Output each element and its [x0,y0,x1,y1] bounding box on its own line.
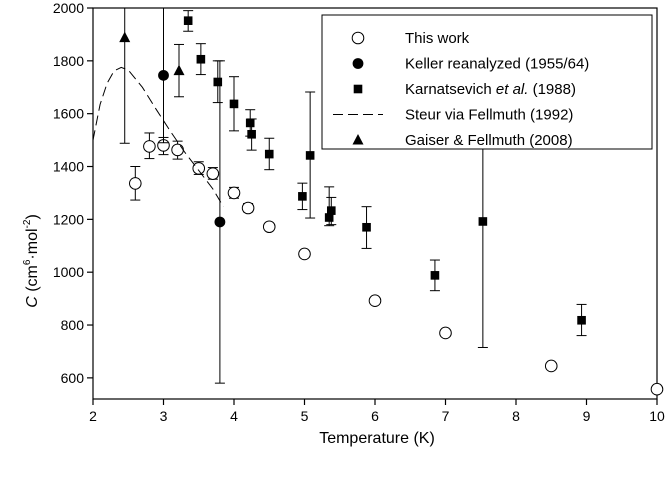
data-point [305,151,315,160]
legend-label: This work [405,30,470,47]
data-point [227,186,241,200]
data-point [298,192,307,201]
data-point [183,16,193,25]
legend-entry: Keller reanalyzed (1955/64) [352,56,589,73]
legend-box [321,14,653,150]
legend-label: Keller reanalyzed (1955/64) [405,56,589,73]
legend-label: Karnatsevich et al. (1988) [405,81,576,98]
legend-marker [352,58,364,69]
legend: This work Keller reanalyzed (1955/64) Karn… [321,14,653,150]
legend-marker [351,31,365,45]
data-point [173,64,185,76]
x-tick-label: 8 [512,408,520,424]
series-line [92,66,224,207]
series-0 [129,132,664,396]
legend-entry: Steur via Fellmuth (1992) [333,107,573,124]
legend-entry: This work [351,30,470,47]
y-tick-label: 1800 [53,53,84,69]
data-point [439,326,452,340]
y-axis: 600 800 1000 1200 1400 1600 1800 2000 [53,0,93,386]
series-3 [92,66,224,207]
data-point [119,31,131,43]
data-point [213,77,223,87]
error-bar [119,7,130,144]
data-point [326,206,336,215]
data-point [229,99,239,109]
y-tick-label: 1200 [53,211,84,227]
x-tick-label: 2 [89,408,97,424]
legend-label: Gaiser & Fellmuth (2008) [405,132,573,149]
legend-entry: Karnatsevich et al. (1988) [353,81,576,98]
x-tick-label: 7 [442,408,450,424]
data-point [171,143,184,157]
y-tick-label: 1600 [53,106,84,122]
x-axis: 2 3 4 5 6 7 8 9 10 [89,399,665,424]
x-tick-label: 3 [160,408,168,424]
data-point [262,220,276,234]
data-point [298,247,311,261]
y-tick-label: 1400 [53,159,84,175]
data-point [129,177,142,190]
y-tick-label: 800 [61,317,85,333]
x-tick-label: 6 [371,408,379,424]
y-tick-label: 600 [61,370,85,386]
y-tick-label: 1000 [53,264,84,280]
data-point [143,140,156,153]
legend-entry: Gaiser & Fellmuth (2008) [352,132,573,149]
x-tick-label: 9 [583,408,591,424]
legend-label: Steur via Fellmuth (1992) [405,107,573,124]
data-point [544,359,558,373]
data-point [158,69,169,81]
x-tick-label: 4 [230,408,238,424]
x-tick-label: 10 [649,408,665,424]
data-point [577,315,586,325]
legend-marker [352,134,364,145]
y-tick-label: 2000 [53,0,84,16]
x-axis-title: Temperature (K) [319,430,435,447]
data-point [430,271,440,280]
y-axis-title: C (cm6·mol-2) [22,214,41,308]
data-point [241,201,255,215]
data-point [264,149,274,159]
series-1 [158,7,226,384]
x-tick-label: 5 [301,408,309,424]
data-point [368,294,382,308]
legend-marker [353,84,363,94]
data-point [324,213,334,222]
data-point [192,162,206,175]
data-point [245,118,255,128]
data-point [478,217,488,226]
data-point [196,54,206,64]
series-4 [119,7,185,144]
data-point [650,382,664,396]
data-point [362,222,371,232]
data-point [247,129,256,139]
data-point [206,167,220,180]
data-point [214,216,226,228]
